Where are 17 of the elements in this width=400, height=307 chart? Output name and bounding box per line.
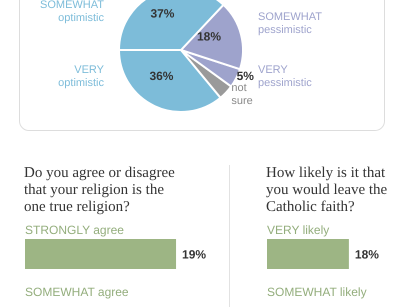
slice-label: VERY pessimistic	[258, 64, 312, 90]
slice-label: not sure	[231, 82, 253, 108]
y-tick-label: STRONGLY agree	[25, 223, 124, 237]
slice-label: SOMEWHAT optimistic	[40, 0, 104, 24]
slice-label: VERY optimistic	[58, 64, 105, 90]
slice-label: SOMEWHAT pessimistic	[258, 11, 322, 36]
y-tick-label: VERY likely	[267, 223, 330, 237]
data-label: 5%	[236, 68, 254, 83]
chart-title: Do you agree or disagree that your religion is the one true religion?	[24, 165, 176, 217]
y-tick-label: SOMEWHAT agree	[25, 285, 129, 299]
y-tick-label: SOMEWHAT likely	[267, 285, 367, 299]
data-label: 18%	[354, 247, 380, 262]
data-label: 37%	[150, 6, 175, 21]
chart-title: How likely is it that you would leave the Catholic faith?	[266, 165, 388, 217]
data-label: 19%	[182, 247, 206, 262]
data-label: 18%	[197, 30, 222, 44]
data-label: 36%	[149, 68, 174, 83]
